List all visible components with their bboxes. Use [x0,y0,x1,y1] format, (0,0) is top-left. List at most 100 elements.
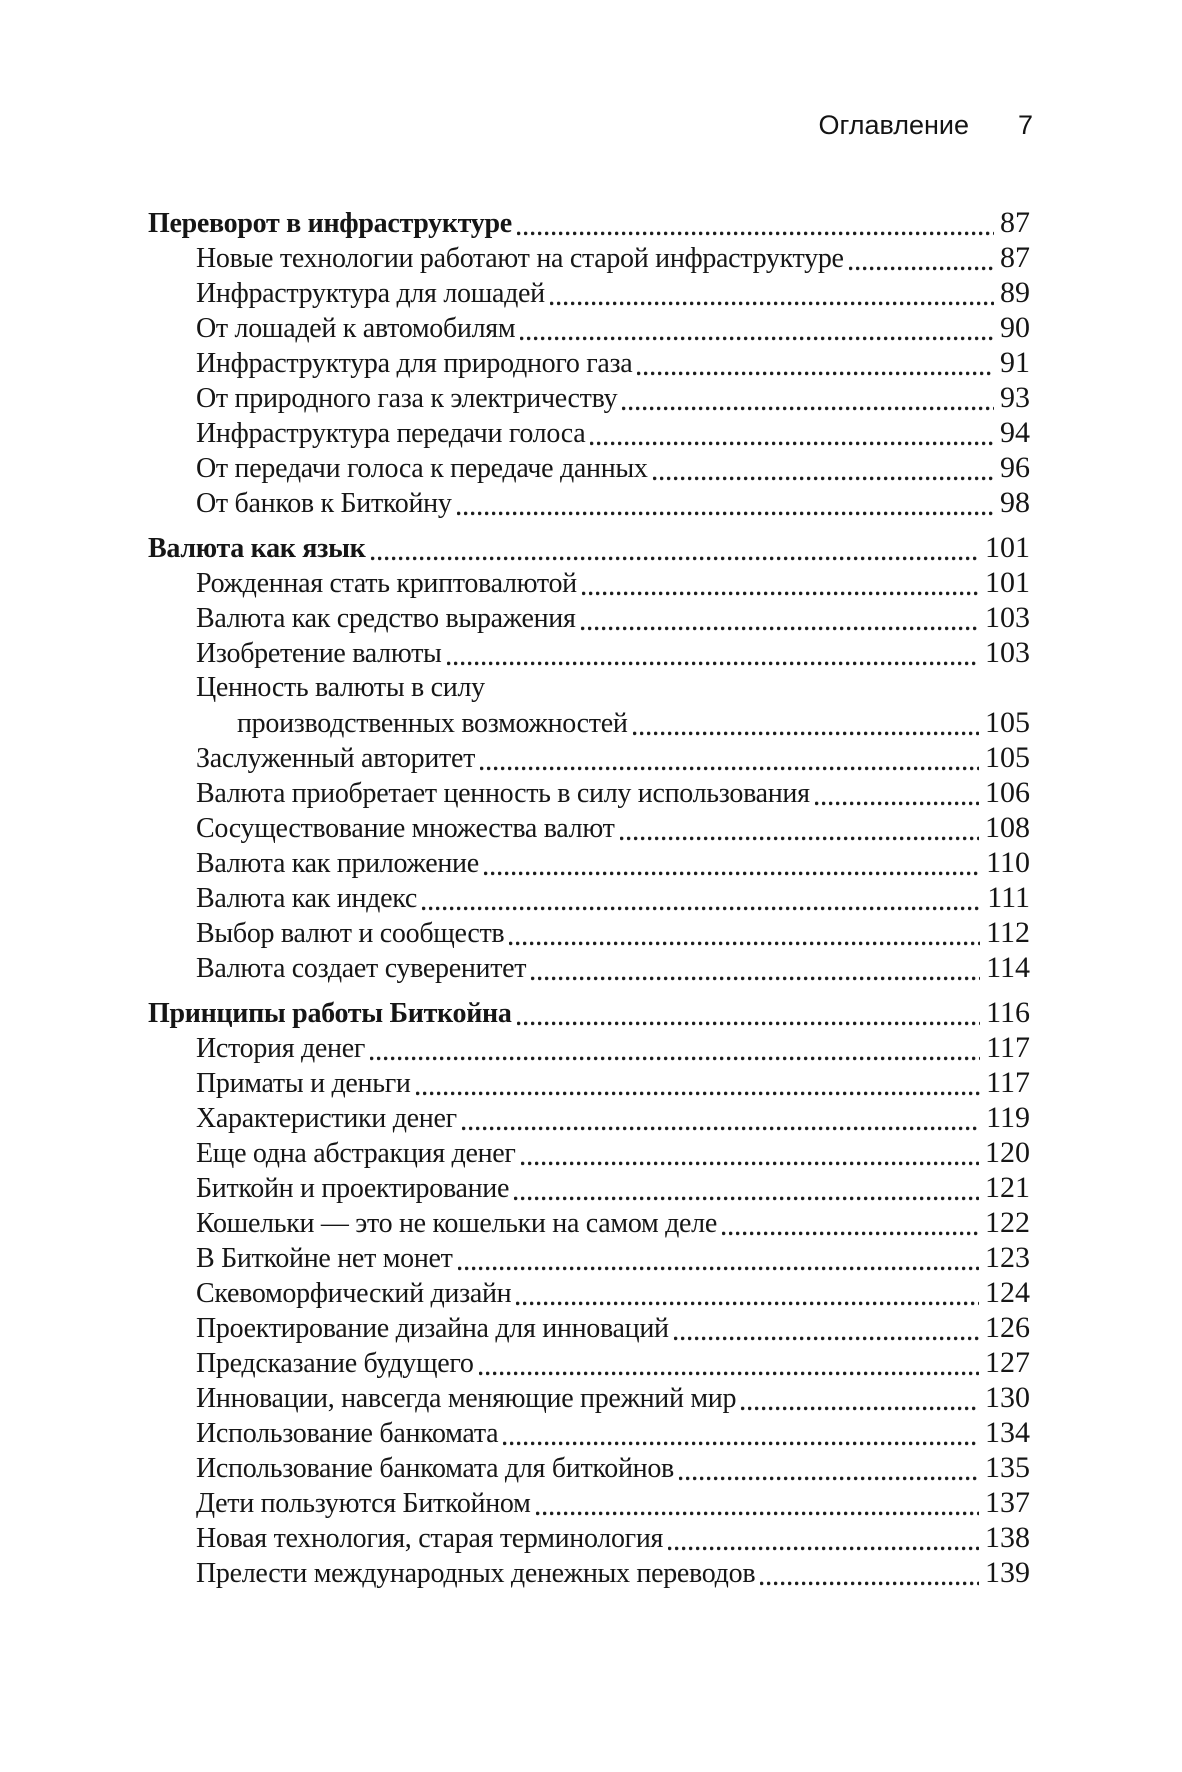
toc-entry-row[interactable]: Использование банкомата 134 [148,1415,1030,1450]
toc-entry-title: Новые технологии работают на старой инфр… [196,243,844,274]
dot-leader [480,766,979,771]
toc-section-row[interactable]: Принципы работы Биткойна 116 [148,995,1030,1030]
toc-entry-page-number: 127 [985,1346,1030,1379]
toc-entry-page-number: 101 [985,566,1030,599]
toc-entry-row[interactable]: Ценность валюты в силу [148,670,1030,705]
dot-leader [415,1091,981,1096]
toc-entry-title: Валюта как средство выражения [196,603,576,634]
dot-leader [848,266,994,271]
toc-entry-title: От банков к Биткойну [196,488,452,519]
toc-entry-row[interactable]: Новая технология, старая терминология 138 [148,1520,1030,1555]
dot-leader [457,1266,979,1271]
toc-entry-title: Переворот в инфраструктуре [148,208,512,239]
dot-leader [509,941,981,946]
toc-entry-row[interactable]: От лошадей к автомобилям 90 [148,310,1030,345]
dot-leader [632,731,979,736]
toc-entry-row[interactable]: От передачи голоса к передаче данных 96 [148,450,1030,485]
running-header: Оглавление 7 [818,110,1033,141]
toc-entry-page-number: 121 [985,1171,1030,1204]
toc-entry-page-number: 111 [987,881,1030,914]
dot-leader [581,591,979,596]
toc-entry-row[interactable]: От банков к Биткойну 98 [148,485,1030,520]
dot-leader [520,1161,979,1166]
toc-entry-title: Ценность валюты в силу [196,672,485,703]
dot-leader [461,1126,981,1131]
toc-entry-row[interactable]: Изобретение валюты 103 [148,635,1030,670]
toc-entry-page-number: 96 [1000,451,1030,484]
toc-entry-row[interactable]: Приматы и деньги 117 [148,1065,1030,1100]
toc-entry-row[interactable]: Кошельки — это не кошельки на самом деле… [148,1205,1030,1240]
toc-entry-row[interactable]: Инфраструктура для лошадей 89 [148,275,1030,310]
toc-entry-row[interactable]: Скевоморфический дизайн 124 [148,1275,1030,1310]
toc-entry-title: История денег [196,1033,366,1064]
toc-entry-row[interactable]: Рожденная стать криптовалютой 101 [148,565,1030,600]
toc-entry-page-number: 105 [985,706,1030,739]
dot-leader [370,1056,981,1061]
toc-entry-row[interactable]: Дети пользуются Биткойном 137 [148,1485,1030,1520]
toc-entry-page-number: 90 [1000,311,1030,344]
toc-entry-row[interactable]: История денег 117 [148,1030,1030,1065]
toc-entry-page-number: 138 [985,1521,1030,1554]
toc-entry-row[interactable]: Валюта как индекс 111 [148,880,1030,915]
dot-leader [514,1196,979,1201]
toc-entry-page-number: 137 [985,1486,1030,1519]
toc-entry-row[interactable]: Валюта как средство выражения 103 [148,600,1030,635]
dot-leader [814,801,979,806]
toc-entry-title: Принципы работы Биткойна [148,998,512,1029]
toc-entry-page-number: 98 [1000,486,1030,519]
toc-entry-row[interactable]: Проектирование дизайна для инноваций 126 [148,1310,1030,1345]
toc-entry-row[interactable]: Прелести международных денежных переводо… [148,1555,1030,1590]
toc-entry-title: Инновации, навсегда меняющие прежний мир [196,1383,737,1414]
toc-entry-page-number: 108 [985,811,1030,844]
toc-entry-row[interactable]: Новые технологии работают на старой инфр… [148,240,1030,275]
toc-entry-title: Валюта создает суверенитет [196,953,527,984]
toc-section-row[interactable]: Переворот в инфраструктуре 87 [148,205,1030,240]
toc-entry-row[interactable]: Сосуществование множества валют 108 [148,810,1030,845]
toc-entry-row[interactable]: Выбор валют и сообществ 112 [148,915,1030,950]
toc-entry-row[interactable]: Инфраструктура передачи голоса 94 [148,415,1030,450]
toc-entry-page-number: 139 [985,1556,1030,1589]
toc-entry-page-number: 114 [986,951,1030,984]
toc-entry-page-number: 120 [985,1136,1030,1169]
toc-entry-row[interactable]: производственных возможностей 105 [148,705,1030,740]
toc-entry-row[interactable]: Использование банкомата для биткойнов 135 [148,1450,1030,1485]
dot-leader [516,1021,981,1026]
toc-entry-row[interactable]: Заслуженный авторитет 105 [148,740,1030,775]
toc-entry-row[interactable]: Биткойн и проектирование 121 [148,1170,1030,1205]
dot-leader [722,1231,979,1236]
toc-entry-title: Выбор валют и сообществ [196,918,505,949]
dot-leader [503,1441,979,1446]
toc-entry-title: Использование банкомата для биткойнов [196,1453,674,1484]
toc-entry-title: Проектирование дизайна для инноваций [196,1313,669,1344]
toc-entry-row[interactable]: Инфраструктура для природного газа 91 [148,345,1030,380]
toc-entry-title: Сосуществование множества валют [196,813,615,844]
toc-entry-title: В Биткойне нет монет [196,1243,453,1274]
toc-entry-row[interactable]: В Биткойне нет монет 123 [148,1240,1030,1275]
toc-list: Переворот в инфраструктуре 87 Новые технол… [148,205,1030,1590]
toc-section-row[interactable]: Валюта как язык 101 [148,530,1030,565]
toc-entry-row[interactable]: Валюта создает суверенитет 114 [148,950,1030,985]
dot-leader [531,976,981,981]
toc-entry-row[interactable]: Характеристики денег 119 [148,1100,1030,1135]
toc-entry-page-number: 122 [985,1206,1030,1239]
toc-entry-row[interactable]: Валюта как приложение 110 [148,845,1030,880]
toc-entry-page-number: 89 [1000,276,1030,309]
toc-entry-page-number: 117 [986,1066,1030,1099]
dot-leader [668,1546,979,1551]
dot-leader [619,836,979,841]
dot-leader [483,871,981,876]
toc-entry-row[interactable]: Валюта приобретает ценность в силу испол… [148,775,1030,810]
toc-entry-title: Скевоморфический дизайн [196,1278,512,1309]
dot-leader [637,371,994,376]
toc-entry-row[interactable]: Еще одна абстракция денег 120 [148,1135,1030,1170]
toc-entry-row[interactable]: Предсказание будущего 127 [148,1345,1030,1380]
toc-entry-row[interactable]: Инновации, навсегда меняющие прежний мир… [148,1380,1030,1415]
toc-entry-title: Заслуженный авторитет [196,743,476,774]
toc-entry-row[interactable]: От природного газа к электричеству 93 [148,380,1030,415]
toc-entry-title: Рожденная стать криптовалютой [196,568,577,599]
toc-entry-page-number: 130 [985,1381,1030,1414]
dot-leader [535,1511,979,1516]
dot-leader [590,441,994,446]
toc-entry-title: Характеристики денег [196,1103,457,1134]
dot-leader [370,556,979,561]
